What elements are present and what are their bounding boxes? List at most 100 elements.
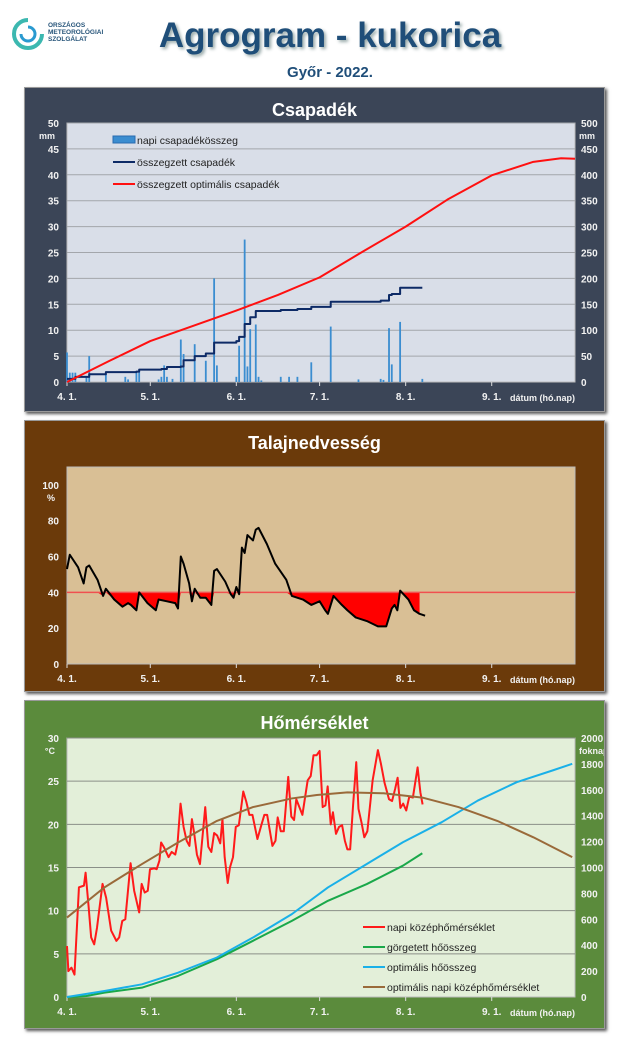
logo-line: ORSZÁGOS: [48, 22, 86, 29]
legend-label: optimális hőösszeg: [387, 962, 476, 974]
y-tick-label: 5: [53, 950, 59, 961]
precip-bar: [66, 352, 68, 382]
precip-bar: [254, 324, 257, 382]
x-tick-label: 9. 1.: [482, 392, 502, 403]
y-tick-label: 15: [48, 300, 60, 311]
page-title: Agrogram - kukorica: [158, 16, 502, 55]
precip-bar: [329, 326, 332, 382]
precip-bar: [288, 376, 290, 382]
y2-tick-label: 0: [581, 378, 587, 389]
precip-bar: [238, 345, 241, 382]
series-line-2: [66, 762, 573, 998]
precip-bar: [204, 360, 207, 382]
precip-bar: [310, 362, 313, 382]
y-tick-label: 0: [53, 378, 59, 389]
x-tick-label: 7. 1.: [310, 1007, 330, 1018]
y2-tick-label: 150: [581, 300, 598, 311]
y2-tick-label: 1200: [581, 838, 604, 849]
precip-bar: [85, 376, 88, 382]
precip-bar: [157, 379, 160, 382]
precip-bar: [104, 374, 107, 382]
legend-label: napi csapadékösszeg: [137, 135, 238, 147]
precip-bar: [388, 328, 390, 382]
y2-axis-unit: foknap: [579, 746, 604, 756]
x-tick-label: 7. 1.: [310, 392, 330, 403]
y2-tick-label: 200: [581, 967, 598, 978]
x-tick-label: 6. 1.: [227, 1007, 247, 1018]
y2-tick-label: 2000: [581, 734, 604, 745]
temperature-chart: 0 5 10 15 20 25 30°C 0 200 400 600 800 1000 1200 1400 1…: [45, 734, 604, 1018]
x-tick-label: 6. 1.: [227, 674, 247, 685]
y2-tick-label: 600: [581, 915, 598, 926]
y2-tick-label: 300: [581, 223, 598, 234]
legend-label: összegzett csapadék: [137, 157, 236, 169]
x-tick-label: 7. 1.: [310, 674, 330, 685]
precip-bar: [166, 376, 168, 382]
precip-bar: [179, 339, 182, 382]
x-tick-label: 8. 1.: [396, 392, 416, 403]
plot-area: [66, 466, 576, 665]
precip-bar: [246, 366, 249, 382]
y-tick-label: 30: [48, 734, 60, 745]
series-line-1: [66, 852, 423, 998]
omsz-logo: ORSZÁGOS METEOROLÓGIAI SZOLGÁLAT: [10, 16, 120, 52]
y-tick-label: 0: [53, 660, 59, 671]
y-tick-label: 50: [48, 119, 60, 130]
precip-bar: [193, 344, 196, 382]
series-line-0: [66, 526, 426, 628]
soil-moisture-chart-panel: Talajnedvesség 0 20 40 60 80 100% 4. 1. 5. 1. 6.…: [24, 420, 605, 692]
y2-tick-label: 250: [581, 249, 598, 260]
precip-bar: [279, 376, 282, 382]
logo-line: METEOROLÓGIAI: [48, 29, 104, 36]
precip-bar: [421, 378, 424, 382]
precip-bar: [243, 239, 246, 382]
y2-tick-label: 400: [581, 941, 598, 952]
precip-bar: [379, 378, 382, 382]
series-line-3: [66, 791, 573, 919]
logo-text: ORSZÁGOS METEOROLÓGIAI SZOLGÁLAT: [48, 22, 103, 43]
x-tick-label: 9. 1.: [482, 674, 502, 685]
y2-tick-label: 1400: [581, 812, 604, 823]
precip-bar: [138, 371, 141, 382]
precip-bar: [357, 379, 360, 382]
precip-bar: [235, 376, 238, 382]
precip-bar: [296, 376, 299, 382]
y-tick-label: 20: [48, 820, 60, 831]
x-tick-label: 5. 1.: [141, 1007, 161, 1018]
precip-bar: [68, 372, 71, 382]
y2-tick-label: 1600: [581, 786, 604, 797]
y-tick-label: 25: [48, 777, 60, 788]
precip-bar: [249, 329, 252, 382]
precip-bar: [399, 321, 402, 382]
y-tick-label: 80: [48, 517, 60, 528]
y-tick-label: 20: [48, 624, 60, 635]
x-tick-label: 5. 1.: [141, 674, 161, 685]
legend-label: optimális napi középhőmérséklet: [387, 982, 539, 994]
y2-tick-label: 50: [581, 352, 593, 363]
y-tick-label: 45: [48, 145, 60, 156]
precip-bar: [182, 354, 185, 382]
y-tick-label: 40: [48, 171, 60, 182]
x-tick-label: 5. 1.: [141, 392, 161, 403]
precip-bar: [88, 356, 91, 382]
y-tick-label: 100: [42, 481, 59, 492]
y-tick-label: 10: [48, 326, 60, 337]
x-axis-label: dátum (hó.nap): [510, 675, 575, 685]
y2-tick-label: 800: [581, 889, 598, 900]
y-axis-unit: mm: [39, 131, 55, 141]
x-axis-label: dátum (hó.nap): [510, 1008, 575, 1018]
series-line-1: [67, 286, 423, 380]
precip-bar: [71, 372, 74, 382]
y2-tick-label: 350: [581, 197, 598, 208]
y-tick-label: 35: [48, 197, 60, 208]
logo-line: SZOLGÁLAT: [48, 36, 88, 43]
y-tick-label: 20: [48, 274, 60, 285]
precipitation-chart: 05101520253035404550mm050100150200250300…: [39, 119, 598, 403]
y2-tick-label: 450: [581, 145, 598, 156]
precip-bar: [260, 380, 263, 382]
y-tick-label: 15: [48, 864, 60, 875]
y2-tick-label: 500: [581, 119, 598, 130]
temperature-chart-panel: Hőmérséklet 0 5 10 15 20 25 30 °C 0 200 400 600 800 1…: [24, 700, 605, 1029]
precip-bar: [216, 365, 218, 382]
precip-bar: [171, 378, 174, 382]
